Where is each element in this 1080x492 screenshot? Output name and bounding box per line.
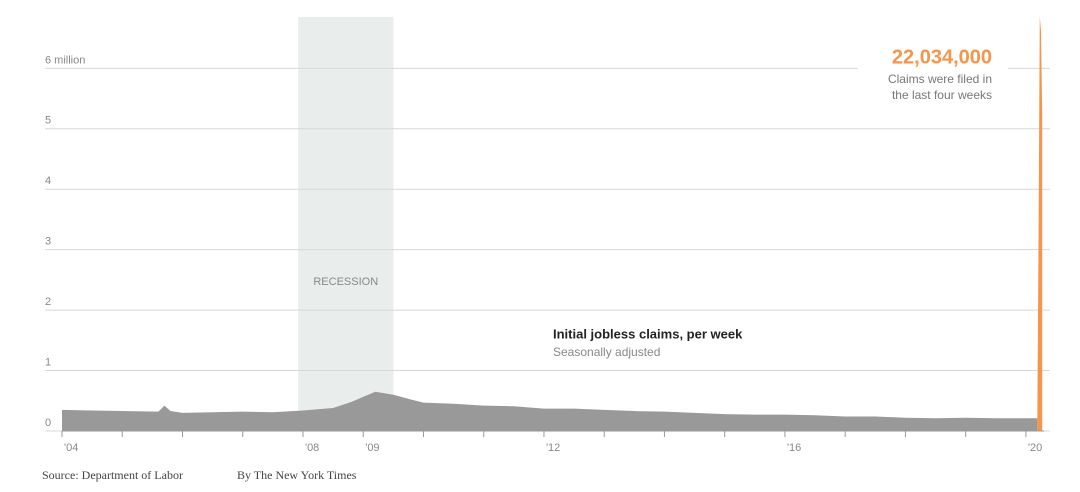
credit: By The New York Times [237, 468, 357, 482]
source: Source: Department of Labor [42, 468, 183, 482]
y-tick-label: 5 [45, 115, 51, 127]
annotation-backdrop [858, 40, 1008, 106]
foreground-layer: RECESSION 0 1 2 3 4 5 6 million '04 '08 '09 '12 '16 '… [45, 15, 1044, 454]
x-tick-label: '16 [787, 442, 801, 454]
y-tick-label: 0 [45, 417, 51, 429]
series-subtitle: Seasonally adjusted [553, 345, 660, 359]
recession-band [298, 17, 394, 431]
claims-area [62, 391, 1038, 431]
y-tick-label: 6 million [45, 54, 85, 66]
x-tick-label: '20 [1028, 442, 1042, 454]
series-title: Initial jobless claims, per week [553, 326, 743, 341]
x-tick-label: '12 [546, 442, 560, 454]
y-tick-label: 3 [45, 236, 51, 248]
total-claims: 22,034,000 [892, 46, 992, 68]
annotation-line: Claims were filed in [888, 72, 992, 86]
x-tick-label: '09 [365, 442, 379, 454]
highlight-area [1037, 15, 1043, 431]
y-tick-label: 1 [45, 356, 51, 368]
annotation-line: the last four weeks [892, 88, 992, 102]
recession-label: RECESSION [313, 276, 378, 288]
background-layer [45, 17, 1050, 432]
x-tick-label: '08 [305, 442, 319, 454]
y-tick-label: 4 [45, 175, 51, 187]
y-tick-label: 2 [45, 296, 51, 308]
x-tick-label: '04 [64, 442, 78, 454]
